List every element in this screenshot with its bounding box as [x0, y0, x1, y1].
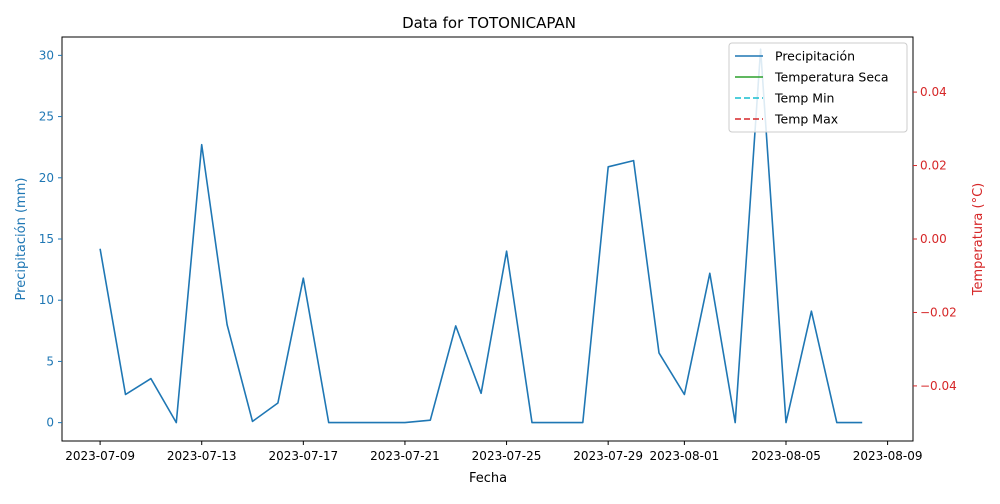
legend-label: Temp Max: [774, 112, 838, 127]
left-y-tick-label: 10: [39, 293, 54, 307]
left-y-tick-label: 25: [39, 110, 54, 124]
x-tick-label: 2023-07-09: [65, 449, 135, 463]
left-y-tick-label: 0: [46, 416, 54, 430]
left-y-tick-label: 20: [39, 171, 54, 185]
x-tick-label: 2023-07-29: [573, 449, 643, 463]
plot-lines: [99, 48, 863, 424]
legend-box: [728, 42, 908, 133]
left-y-tick-label: 30: [39, 48, 54, 62]
left-y-axis: 0 5 10 15 20 25 30: [39, 48, 62, 430]
x-tick-label: 2023-08-05: [751, 449, 821, 463]
right-y-axis-label: Temperatura (°C): [971, 183, 986, 296]
right-y-tick-label: 0.00: [920, 232, 947, 246]
x-tick-label: 2023-07-21: [370, 449, 440, 463]
chart-title: Data for TOTONICAPAN: [402, 14, 576, 32]
left-y-tick-label: 15: [39, 232, 54, 246]
x-tick-label: 2023-07-25: [472, 449, 542, 463]
legend-label: Temp Min: [774, 91, 834, 106]
right-y-tick-label: 0.02: [920, 159, 947, 173]
x-tick-label: 2023-08-01: [649, 449, 719, 463]
right-y-tick-label: 0.04: [920, 85, 947, 99]
legend-label: Precipitación: [775, 49, 855, 64]
left-y-axis-label: Precipitación (mm): [14, 178, 29, 301]
x-axis: 2023-07-09 2023-07-13 2023-07-17 2023-07-21…: [65, 441, 922, 463]
right-y-axis: −0.04 −0.02 0.00 0.02 0.04: [913, 85, 957, 393]
left-y-tick-label: 5: [46, 354, 54, 368]
right-y-tick-label: −0.04: [920, 379, 957, 393]
series-line-0: [99, 48, 863, 424]
x-tick-label: 2023-07-17: [268, 449, 338, 463]
right-y-tick-label: −0.02: [920, 305, 957, 319]
x-axis-label: Fecha: [469, 471, 507, 486]
x-tick-label: 2023-08-09: [853, 449, 923, 463]
legend-label: Temperatura Seca: [774, 70, 889, 85]
x-tick-label: 2023-07-13: [167, 449, 237, 463]
legend: Precipitación Temperatura Seca Temp Min Tem…: [728, 42, 908, 133]
